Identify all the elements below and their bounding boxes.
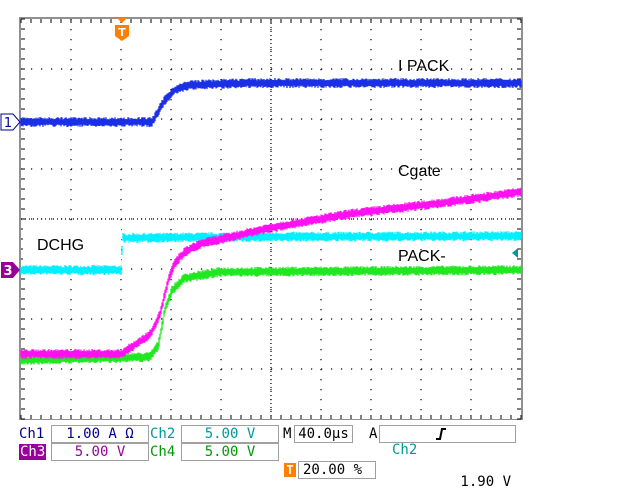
ch2-scale: 5.00 V bbox=[181, 425, 279, 443]
markers: T 1 3 bbox=[0, 18, 518, 279]
rising-edge-icon bbox=[436, 428, 446, 440]
ch1-label: Ch1 bbox=[19, 426, 45, 442]
trigger-readout: Ch2 1.90 V bbox=[379, 425, 516, 490]
trace-ch1 bbox=[20, 78, 522, 127]
ch3-marker-label: 3 bbox=[3, 264, 12, 279]
annotation-cgate: Cgate bbox=[398, 163, 441, 180]
ch3-scale: 5.00 V bbox=[51, 443, 149, 461]
timebase-label: M bbox=[283, 426, 292, 442]
svg-text:T: T bbox=[118, 26, 126, 39]
ch3-ground-marker: 3 bbox=[1, 262, 20, 279]
ch3-label: Ch3 bbox=[19, 444, 47, 460]
annotation-dchg: DCHG bbox=[37, 237, 85, 254]
traces bbox=[20, 78, 522, 365]
ch4-label: Ch4 bbox=[150, 444, 176, 460]
trigger-level-marker bbox=[512, 248, 518, 258]
ch1-ground-marker: 1 bbox=[0, 113, 21, 131]
ch1-scale: 1.00 A Ω bbox=[51, 425, 149, 443]
trigger-position-marker: T bbox=[115, 18, 129, 41]
ch1-marker-label: 1 bbox=[4, 116, 12, 131]
annotation-ipack: I PACK bbox=[398, 58, 450, 75]
trace-ch3 bbox=[20, 187, 522, 359]
graticule-border bbox=[19, 17, 523, 420]
ch4-scale: 5.00 V bbox=[181, 443, 279, 461]
trigger-label: A bbox=[369, 426, 378, 442]
waveform-display: T 1 3 bbox=[0, 17, 523, 420]
trigger-source: Ch2 bbox=[392, 442, 418, 458]
timebase-value: 40.0µs bbox=[294, 425, 353, 443]
ch2-label: Ch2 bbox=[150, 426, 176, 442]
trigger-level: 1.90 V bbox=[460, 474, 511, 490]
label-background bbox=[23, 222, 121, 268]
annotation-pack-minus: PACK- bbox=[398, 248, 446, 265]
trigger-position-icon: T bbox=[284, 463, 296, 477]
trigger-position-value: 20.00 % bbox=[298, 461, 376, 479]
